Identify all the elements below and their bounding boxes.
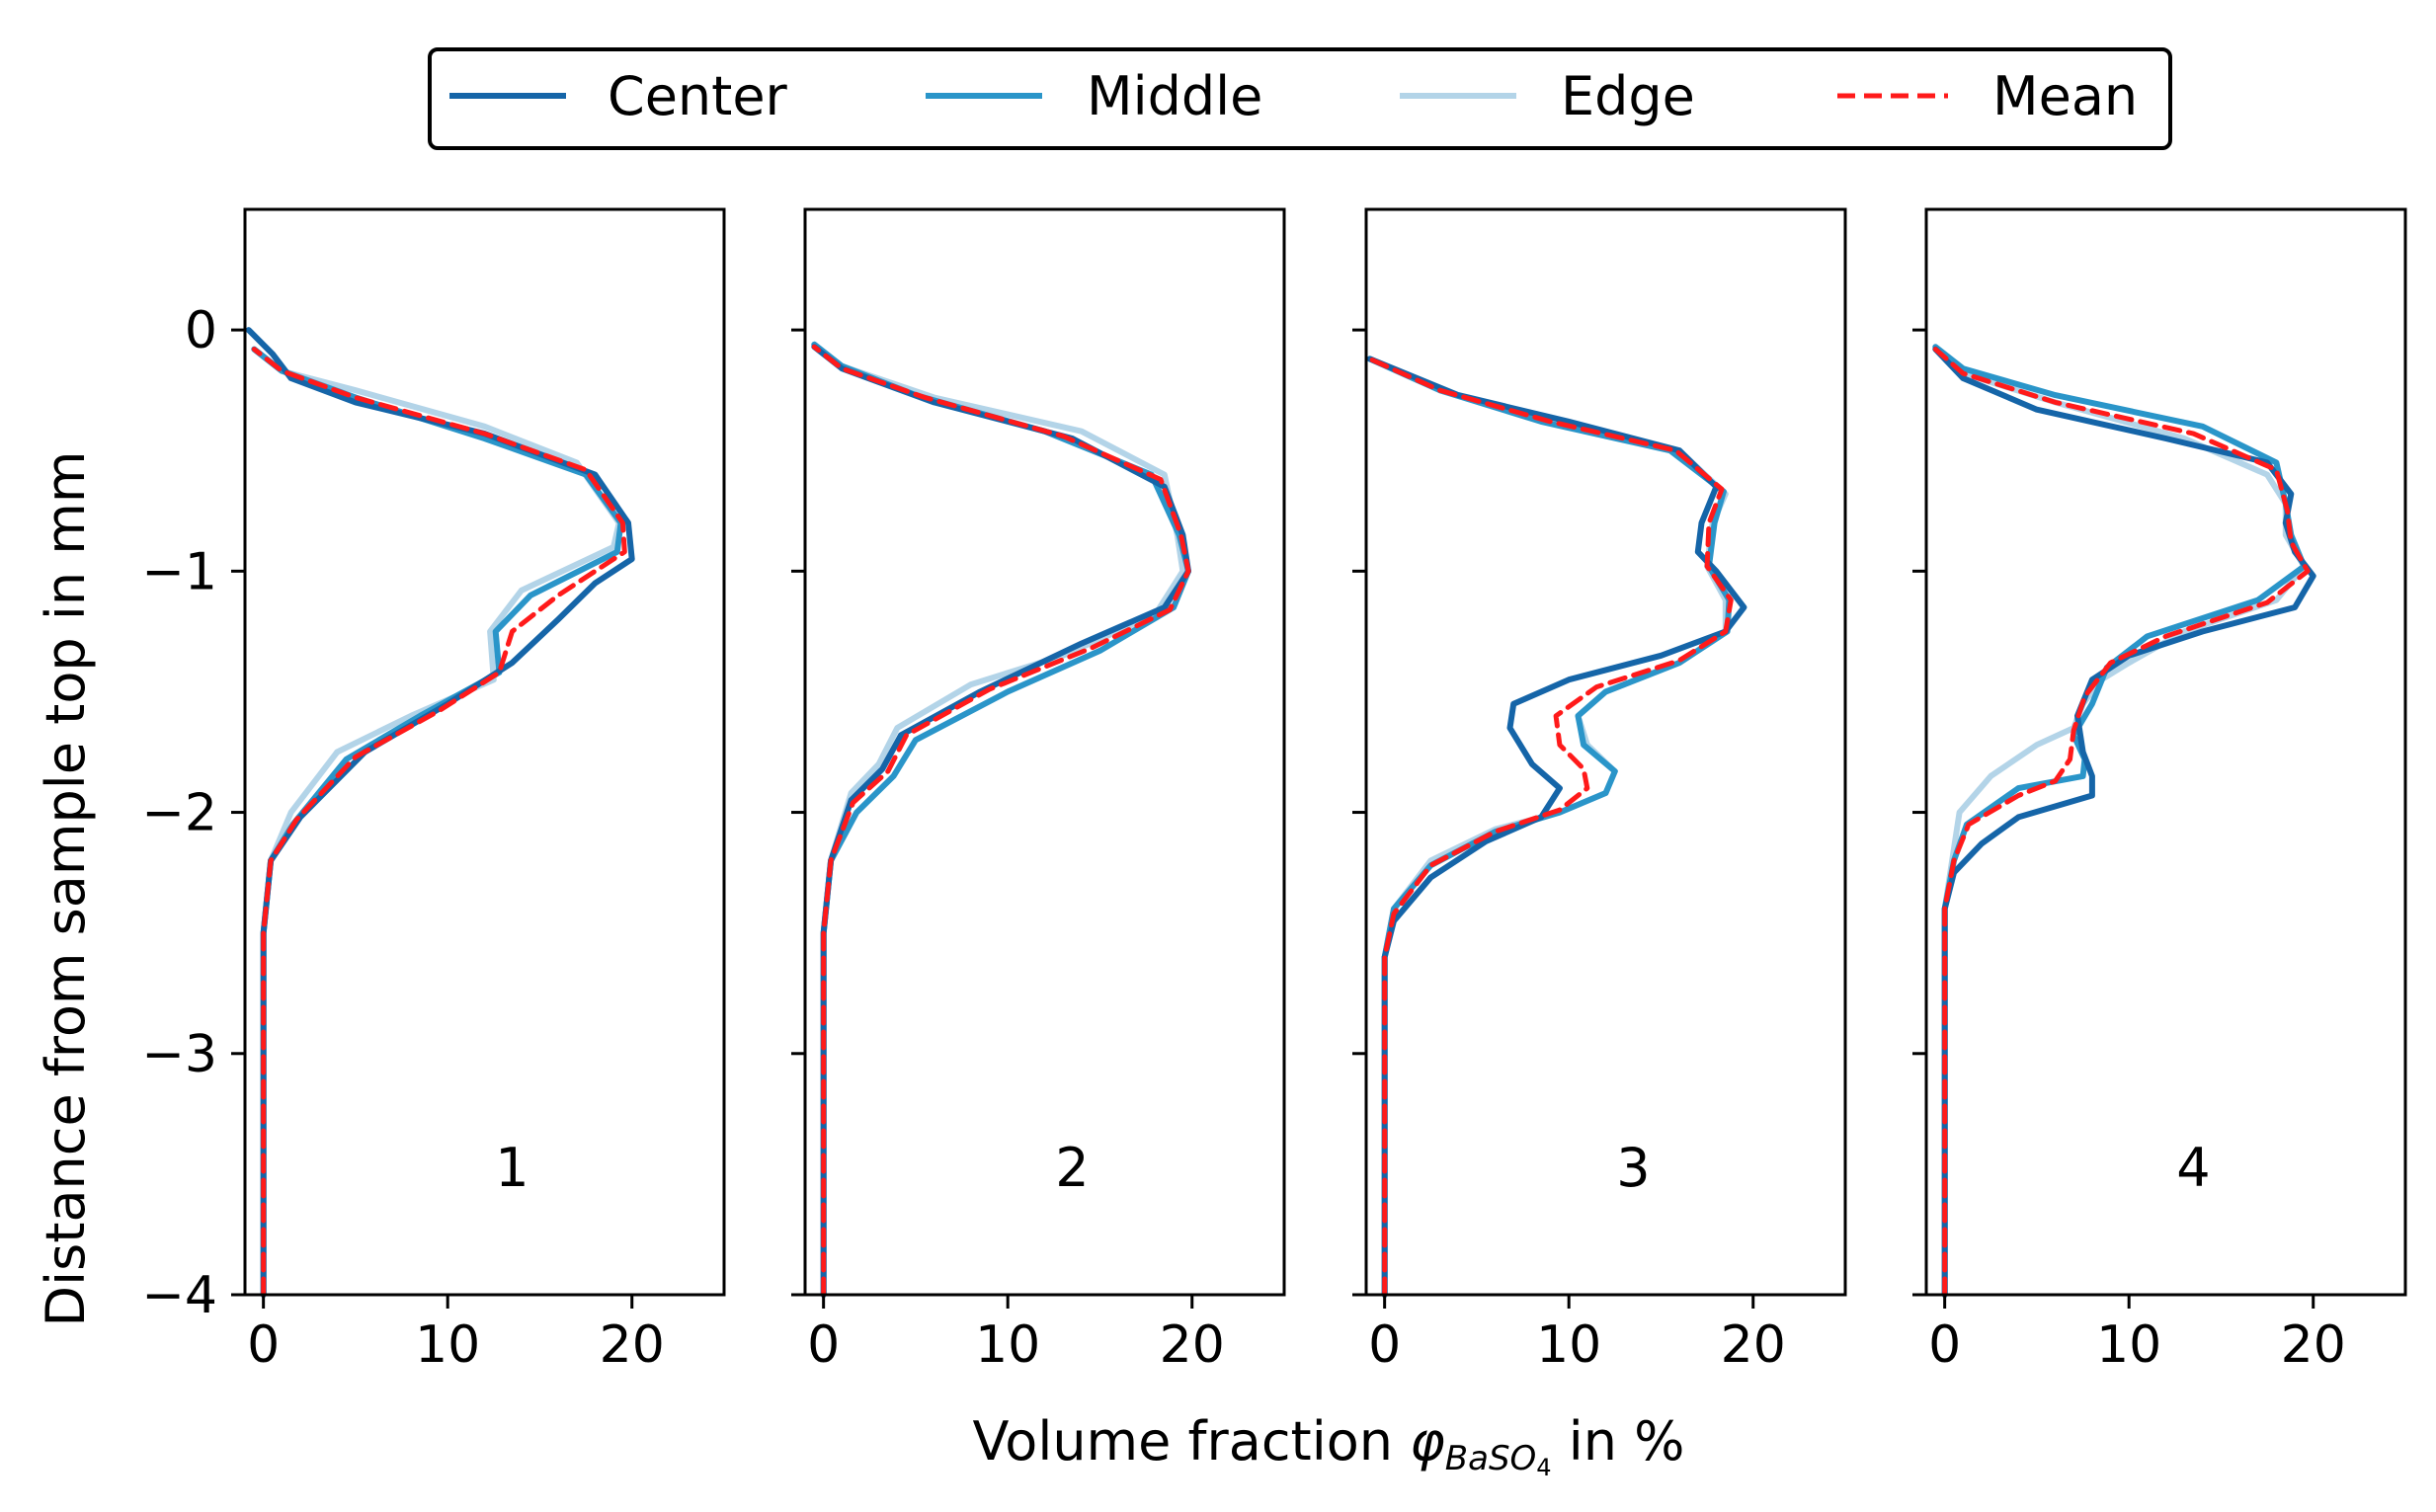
plot-frame-panel-4: [1924, 207, 2407, 1297]
y-axis-title: Distance from sample top in mm: [35, 451, 97, 1327]
legend-label-edge: Edge: [1561, 65, 1695, 127]
y-tick-label-3: −3: [141, 1025, 217, 1084]
series-line-center-panel-4: [1932, 346, 2316, 1298]
plot-frame-panel-2: [803, 207, 1286, 1297]
legend-label-middle: Middle: [1087, 65, 1262, 127]
legend-frame: [428, 47, 2172, 150]
x-tick-label-10-panel-3: 10: [1536, 1315, 1601, 1375]
series-line-mean-panel-1: [251, 347, 627, 1298]
panel-label-4: 4: [2176, 1137, 2210, 1199]
panel-4: 0 10 20 4: [1912, 207, 2407, 1375]
series-line-mean-panel-3: [1367, 356, 1734, 1298]
x-axis-title: Volume fraction φBaSO4 in %: [973, 1410, 1685, 1481]
legend-label-mean: Mean: [1992, 65, 2138, 127]
x-tick-label-20-panel-2: 20: [1160, 1315, 1225, 1375]
y-tick-label-0: 0: [185, 301, 217, 360]
x-tick-label-0-panel-2: 0: [807, 1315, 840, 1375]
legend: Center Middle Edge Mean: [428, 47, 2172, 150]
panel-label-3: 3: [1616, 1137, 1650, 1199]
panel-label-2: 2: [1055, 1137, 1089, 1199]
legend-label-center: Center: [608, 65, 788, 127]
x-tick-label-0-panel-4: 0: [1928, 1315, 1961, 1375]
panel-3: 0 10 20 3: [1352, 207, 1847, 1375]
y-tick-label-2: −2: [141, 784, 217, 843]
plot-frame-panel-3: [1364, 207, 1847, 1297]
series-line-mean-panel-2: [811, 344, 1191, 1298]
series-line-mean-panel-4: [1932, 347, 2311, 1298]
y-tick-label-4: −4: [141, 1266, 217, 1325]
x-tick-label-10-panel-1: 10: [415, 1315, 480, 1375]
x-tick-label-10-panel-2: 10: [975, 1315, 1040, 1375]
x-tick-label-20-panel-1: 20: [600, 1315, 665, 1375]
plot-frame-panel-1: [243, 207, 726, 1297]
series-line-edge-panel-1: [251, 346, 622, 1298]
panel-label-1: 1: [495, 1137, 528, 1199]
y-tick-label-1: −1: [141, 542, 217, 601]
x-tick-label-20-panel-3: 20: [1721, 1315, 1786, 1375]
x-tick-label-20-panel-4: 20: [2281, 1315, 2346, 1375]
panel-1: 0 10 20 0 −1 −2 −3 −4 1: [141, 207, 726, 1375]
x-tick-label-0-panel-3: 0: [1368, 1315, 1401, 1375]
panel-2: 0 10 20 2: [791, 207, 1286, 1375]
x-tick-label-0-panel-1: 0: [247, 1315, 280, 1375]
x-tick-label-10-panel-4: 10: [2096, 1315, 2161, 1375]
